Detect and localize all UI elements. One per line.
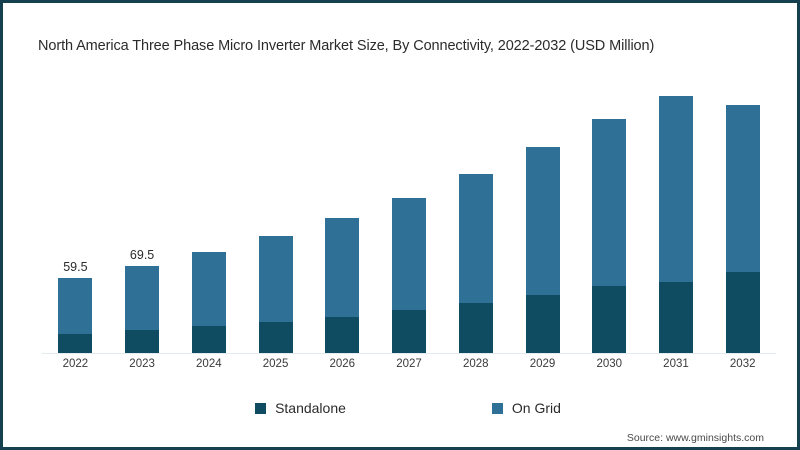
stacked-bar[interactable] — [258, 236, 293, 353]
bar-segment-on-grid[interactable] — [658, 96, 693, 283]
bar-column[interactable] — [643, 88, 710, 353]
stacked-bar[interactable] — [325, 218, 360, 353]
bar-segment-on-grid[interactable] — [258, 236, 293, 322]
x-axis-tick-label: 2032 — [729, 358, 756, 370]
stacked-bar[interactable] — [191, 252, 226, 353]
bar-column[interactable] — [709, 88, 776, 353]
bar-segment-standalone[interactable] — [392, 310, 427, 353]
x-axis-tick-label: 2026 — [329, 358, 356, 370]
x-axis-tick-labels: 2022 2023 2024 2025 2026 2027 2028 2029 2030 2031… — [42, 358, 776, 370]
x-axis-tick-label: 2025 — [262, 358, 289, 370]
bar-segment-on-grid[interactable] — [125, 265, 160, 330]
bar-group: 59.5 69.5 — [42, 88, 776, 353]
bar-segment-standalone[interactable] — [725, 271, 760, 353]
legend-swatch-icon — [491, 402, 503, 414]
x-axis-tick-label: 2027 — [396, 358, 422, 370]
bar-value-label: 59.5 — [63, 260, 88, 275]
bar-segment-standalone[interactable] — [58, 333, 93, 353]
bar-segment-on-grid[interactable] — [525, 147, 560, 296]
stacked-bar[interactable] — [58, 278, 93, 353]
x-axis-tick-label: 2031 — [663, 358, 689, 370]
x-axis-tick-label: 2022 — [62, 358, 89, 370]
bar-segment-standalone[interactable] — [191, 326, 226, 353]
bar-segment-on-grid[interactable] — [325, 218, 360, 317]
legend-swatch-icon — [255, 402, 267, 414]
bar-segment-standalone[interactable] — [458, 303, 493, 353]
x-axis-tick-label: 2023 — [129, 358, 155, 370]
legend-label: On Grid — [511, 400, 561, 416]
bar-segment-standalone[interactable] — [325, 316, 360, 353]
x-axis-tick-label: 2030 — [596, 358, 623, 370]
legend-item[interactable]: Standalone — [255, 400, 346, 416]
legend-label: Standalone — [275, 400, 346, 416]
x-axis-tick-label: 2029 — [529, 358, 556, 370]
bar-segment-standalone[interactable] — [592, 285, 627, 353]
legend-item[interactable]: On Grid — [491, 400, 561, 416]
source-credit: Source: www.gminsights.com — [626, 432, 764, 444]
x-axis-tick-label: 2024 — [196, 358, 222, 370]
bar-column[interactable] — [376, 88, 443, 353]
bar-segment-on-grid[interactable] — [725, 104, 760, 272]
bar-column[interactable]: 59.5 — [42, 88, 109, 353]
bar-segment-standalone[interactable] — [125, 329, 160, 353]
bar-column[interactable] — [309, 88, 376, 353]
stacked-bar[interactable] — [392, 197, 427, 353]
bar-segment-on-grid[interactable] — [58, 278, 93, 334]
chart-inner-frame: North America Three Phase Micro Inverter… — [7, 7, 793, 444]
bar-segment-on-grid[interactable] — [592, 118, 627, 286]
bar-segment-standalone[interactable] — [658, 282, 693, 353]
plot-area: 59.5 69.5 — [42, 88, 776, 354]
stacked-bar[interactable] — [125, 265, 160, 353]
chart-legend: Standalone On Grid — [8, 400, 797, 416]
bar-segment-on-grid[interactable] — [191, 252, 226, 327]
stacked-bar[interactable] — [458, 174, 493, 353]
stacked-bar[interactable] — [725, 104, 760, 353]
bar-column[interactable] — [442, 88, 509, 353]
bar-column[interactable]: 69.5 — [109, 88, 176, 353]
stacked-bar[interactable] — [592, 118, 627, 353]
axis-baseline — [42, 353, 776, 354]
bar-column[interactable] — [509, 88, 576, 353]
bar-segment-standalone[interactable] — [525, 295, 560, 353]
stacked-bar[interactable] — [525, 147, 560, 353]
bar-column[interactable] — [175, 88, 242, 353]
bar-column[interactable] — [576, 88, 643, 353]
bar-column[interactable] — [242, 88, 309, 353]
page-title: North America Three Phase Micro Inverter… — [38, 38, 655, 54]
bar-value-label: 69.5 — [129, 247, 155, 262]
bar-segment-on-grid[interactable] — [458, 174, 493, 304]
bar-segment-on-grid[interactable] — [392, 197, 427, 311]
x-axis-tick-label: 2028 — [462, 358, 489, 370]
stacked-bar[interactable] — [658, 96, 693, 353]
bar-segment-standalone[interactable] — [258, 321, 293, 353]
